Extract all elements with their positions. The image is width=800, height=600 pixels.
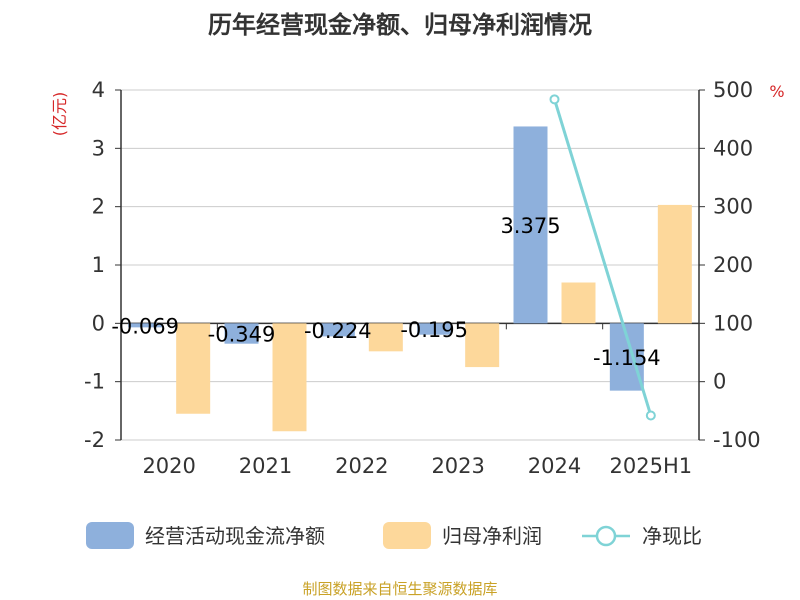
bar-net-profit-2024[interactable] <box>561 282 596 324</box>
bar-cash-flow-2024[interactable] <box>513 126 548 324</box>
y-left-tick-label: 3 <box>92 136 105 160</box>
ratio-point-2024[interactable] <box>549 94 560 105</box>
y-right-tick-label: 300 <box>713 195 753 219</box>
y-left-tick-label: 2 <box>92 195 105 219</box>
y-left-tick-label: -2 <box>84 428 105 452</box>
y-right-tick-label: 400 <box>713 136 753 160</box>
x-tick-label: 2023 <box>431 454 484 478</box>
bar-net-profit-2021[interactable] <box>272 323 307 432</box>
y-right-tick-label: 500 <box>713 78 753 102</box>
legend-item-net-profit[interactable]: 归母净利润 <box>383 522 542 549</box>
legend: 经营活动现金流净额 归母净利润 净现比 <box>86 522 702 549</box>
y-left-unit-label: (亿元) <box>50 92 69 137</box>
y-right-tick-label: 0 <box>713 370 726 394</box>
legend-label-ratio: 净现比 <box>642 524 702 548</box>
ratio-line <box>549 94 656 421</box>
data-labels: -0.069 -0.349 -0.224 -0.195 3.375 -1.154 <box>111 214 660 370</box>
data-label-cash-flow: -0.069 <box>111 314 179 338</box>
chart-title: 历年经营现金净额、归母净利润情况 <box>208 11 592 39</box>
y-right-tick-label: 200 <box>713 253 753 277</box>
bars <box>128 126 692 432</box>
y-left-tick-label: 4 <box>92 78 105 102</box>
y-left-tick-label: -1 <box>84 370 105 394</box>
y-right-unit-label: % <box>769 82 784 101</box>
legend-swatch-net-profit <box>383 522 431 549</box>
ratio-point-2025H1[interactable] <box>645 410 656 421</box>
data-label-cash-flow: -0.349 <box>208 323 276 347</box>
legend-marker-ratio <box>595 525 617 547</box>
x-tick-label: 2024 <box>528 454 581 478</box>
data-label-cash-flow: 3.375 <box>500 214 560 238</box>
x-tick-label: 2020 <box>142 454 195 478</box>
legend-label-cash-flow: 经营活动现金流净额 <box>145 524 325 548</box>
legend-item-cash-flow[interactable]: 经营活动现金流净额 <box>86 522 325 549</box>
data-label-cash-flow: -0.195 <box>400 318 468 342</box>
axes: -2 -1 0 1 2 3 4 -100 0 100 200 300 400 500 2020 2021 202… <box>84 78 761 478</box>
y-left-tick-label: 1 <box>92 253 105 277</box>
bar-net-profit-2023[interactable] <box>465 323 500 368</box>
y-left-tick-label: 0 <box>92 311 105 335</box>
bar-net-profit-2025H1[interactable] <box>657 204 692 324</box>
bar-net-profit-2022[interactable] <box>368 323 403 352</box>
legend-item-ratio[interactable]: 净现比 <box>582 524 702 548</box>
x-tick-label: 2022 <box>335 454 388 478</box>
legend-label-net-profit: 归母净利润 <box>442 524 542 548</box>
y-right-tick-label: -100 <box>713 428 761 452</box>
data-label-cash-flow: -1.154 <box>593 346 661 370</box>
source-note: 制图数据来自恒生聚源数据库 <box>302 580 497 598</box>
legend-swatch-cash-flow <box>86 522 134 549</box>
x-tick-label: 2025H1 <box>610 454 693 478</box>
bar-cash-flow-2020[interactable] <box>128 323 163 328</box>
x-tick-label: 2021 <box>239 454 292 478</box>
bar-cash-flow-2022[interactable] <box>320 323 355 337</box>
bar-cash-flow-2023[interactable] <box>417 323 452 335</box>
bar-net-profit-2020[interactable] <box>176 323 211 414</box>
y-right-tick-label: 100 <box>713 311 753 335</box>
ratio-line-path <box>553 98 653 416</box>
data-label-cash-flow: -0.224 <box>304 319 372 343</box>
bar-cash-flow-2021[interactable] <box>224 323 259 344</box>
